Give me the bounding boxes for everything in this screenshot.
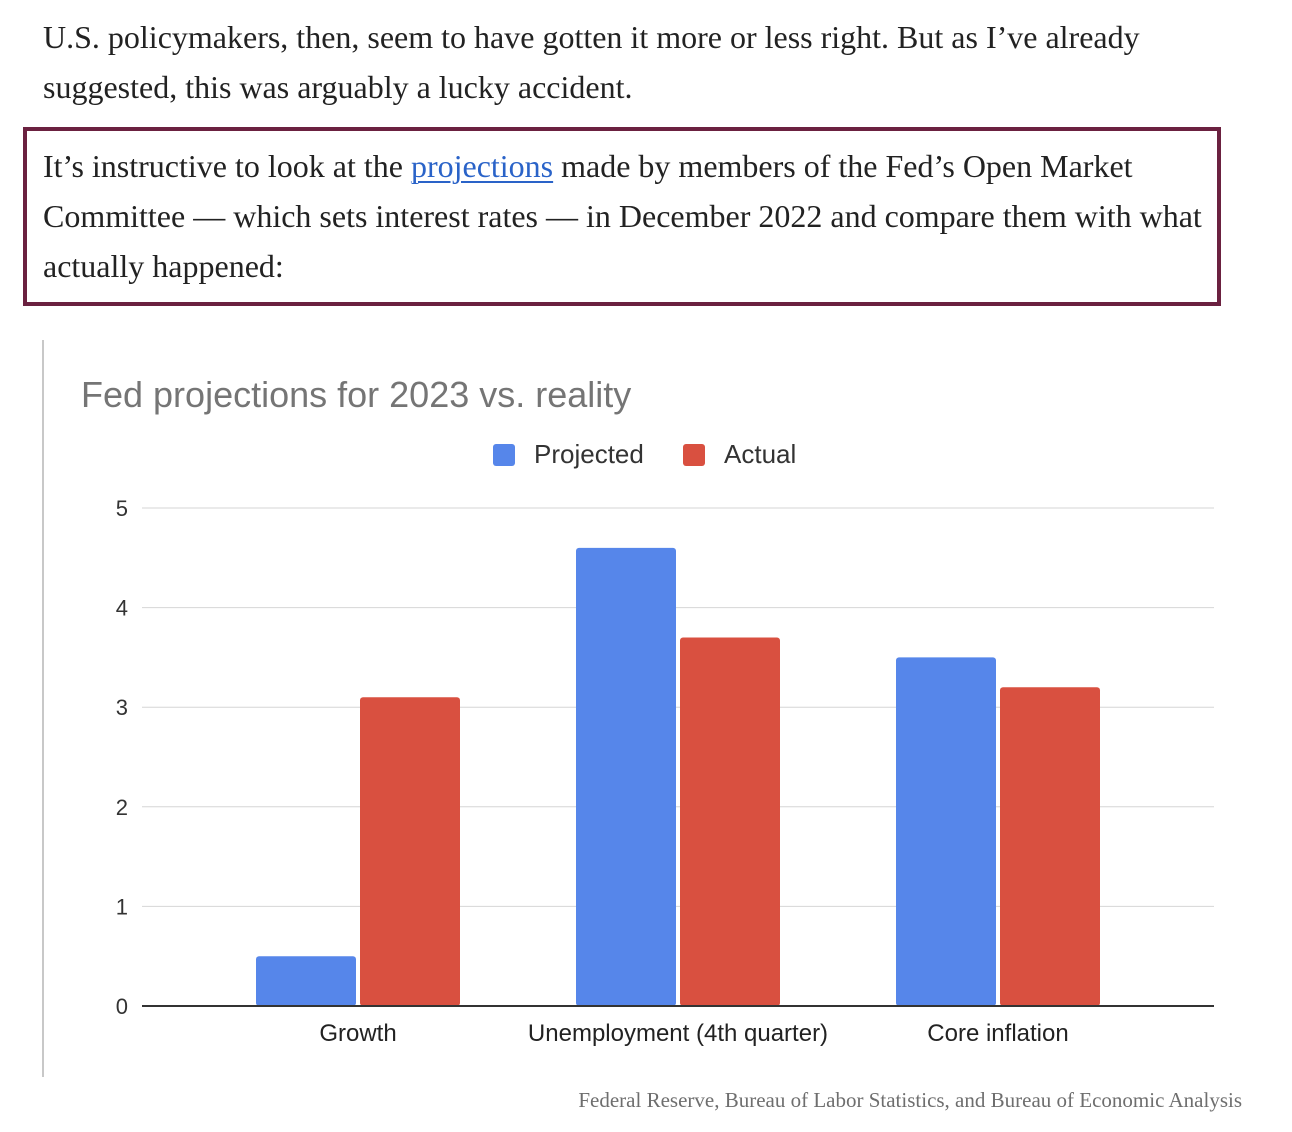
x-tick-label: Core inflation bbox=[927, 1020, 1068, 1047]
y-tick-label: 3 bbox=[116, 695, 128, 720]
highlighted-paragraph: It’s instructive to look at the projecti… bbox=[43, 141, 1213, 291]
bar-actual-1 bbox=[360, 697, 460, 1006]
chart-source: Federal Reserve, Bureau of Labor Statist… bbox=[578, 1088, 1242, 1112]
x-tick-label: Growth bbox=[319, 1020, 396, 1047]
paragraph-text-before: It’s instructive to look at the bbox=[43, 148, 411, 184]
bar-actual-2 bbox=[680, 637, 780, 1006]
chart-frame-border bbox=[42, 340, 44, 1077]
x-tick-label: Unemployment (4th quarter) bbox=[528, 1020, 828, 1047]
bar-chart: 0 1 2 3 4 5 Fed projections for 2023 vs. real… bbox=[81, 374, 1214, 1047]
legend-swatch-projected bbox=[493, 444, 515, 466]
paragraph-text-after: made by members of the Fed’s Open Market… bbox=[43, 148, 1202, 284]
legend-label-actual: Actual bbox=[724, 439, 796, 469]
y-tick-label: 0 bbox=[116, 994, 128, 1019]
bar-projected-1 bbox=[256, 956, 356, 1006]
bar-projected-2 bbox=[576, 547, 676, 1006]
y-tick-label: 4 bbox=[116, 596, 128, 621]
highlight-box bbox=[23, 127, 1221, 306]
y-tick-label: 5 bbox=[116, 496, 128, 521]
bar-actual-3 bbox=[1000, 687, 1100, 1006]
y-tick-label: 1 bbox=[116, 894, 128, 919]
legend-swatch-actual bbox=[683, 444, 705, 466]
bar-projected-3 bbox=[896, 657, 996, 1006]
projections-link[interactable]: projections bbox=[410, 148, 554, 184]
legend-label-projected: Projected bbox=[534, 439, 644, 469]
article-paragraph: U.S. policymakers, then, seem to have go… bbox=[43, 19, 1140, 105]
chart-title: Fed projections for 2023 vs. reality bbox=[81, 374, 631, 415]
y-tick-label: 2 bbox=[116, 795, 128, 820]
